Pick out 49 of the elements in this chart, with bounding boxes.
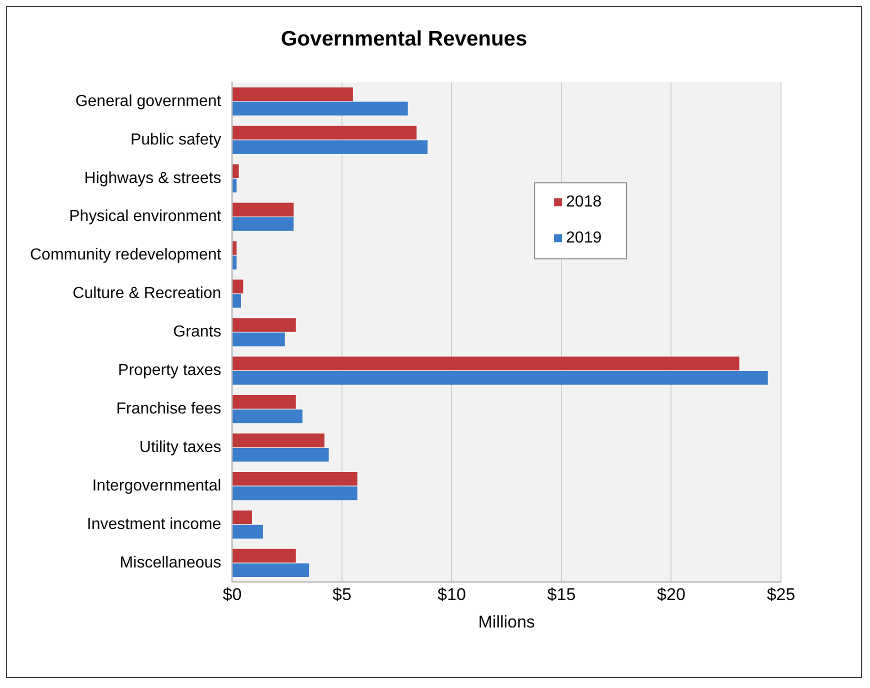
bar [232, 510, 252, 524]
y-tick-label: Utility taxes [139, 438, 222, 456]
bar [232, 178, 237, 192]
bar [232, 164, 239, 178]
bar [232, 217, 294, 231]
y-tick-label: Public safety [130, 131, 222, 148]
bar [232, 524, 263, 539]
bar [232, 434, 324, 448]
bar [232, 472, 358, 486]
y-tick-label: Miscellaneous [120, 554, 222, 572]
x-tick-label: $15 [547, 585, 576, 604]
bar [232, 448, 329, 462]
y-tick-label: Franchise fees [116, 400, 222, 418]
bar [232, 563, 310, 578]
y-tick-label: Property taxes [118, 362, 222, 380]
bar [232, 318, 296, 332]
x-tick-label: $20 [657, 585, 686, 604]
x-tick-label: $10 [438, 585, 466, 604]
x-axis-title: Millions [478, 612, 535, 632]
y-tick-label: Highways & streets [84, 170, 222, 187]
y-tick-label: General government [75, 92, 222, 110]
y-tick-label: Investment income [86, 516, 222, 533]
bar [232, 140, 428, 154]
legend-label: 2018 [566, 194, 602, 211]
bar [232, 486, 358, 500]
bar [232, 395, 296, 409]
chart-title: Governmental Revenues [280, 27, 528, 50]
y-tick-label: Physical environment [69, 208, 222, 226]
x-tick-label: $5 [332, 585, 352, 604]
bar [232, 126, 417, 140]
bar [232, 87, 353, 102]
y-tick-label: Community redevelopment [30, 246, 222, 264]
bar [232, 202, 294, 216]
bar [232, 548, 296, 563]
bar [232, 294, 241, 308]
y-tick-label: Culture & Recreation [72, 285, 222, 302]
legend-label: 2019 [566, 230, 602, 247]
y-tick-label: Grants [173, 324, 222, 341]
bar [232, 356, 740, 370]
bar [232, 102, 408, 116]
bar [232, 280, 244, 294]
bar [232, 371, 768, 385]
bar [232, 256, 237, 270]
bar [232, 241, 237, 255]
x-tick-label: $25 [766, 585, 796, 604]
x-tick-label: $0 [222, 585, 242, 604]
bar [232, 409, 302, 424]
bar [232, 332, 285, 346]
y-tick-label: Intergovernmental [92, 477, 222, 494]
